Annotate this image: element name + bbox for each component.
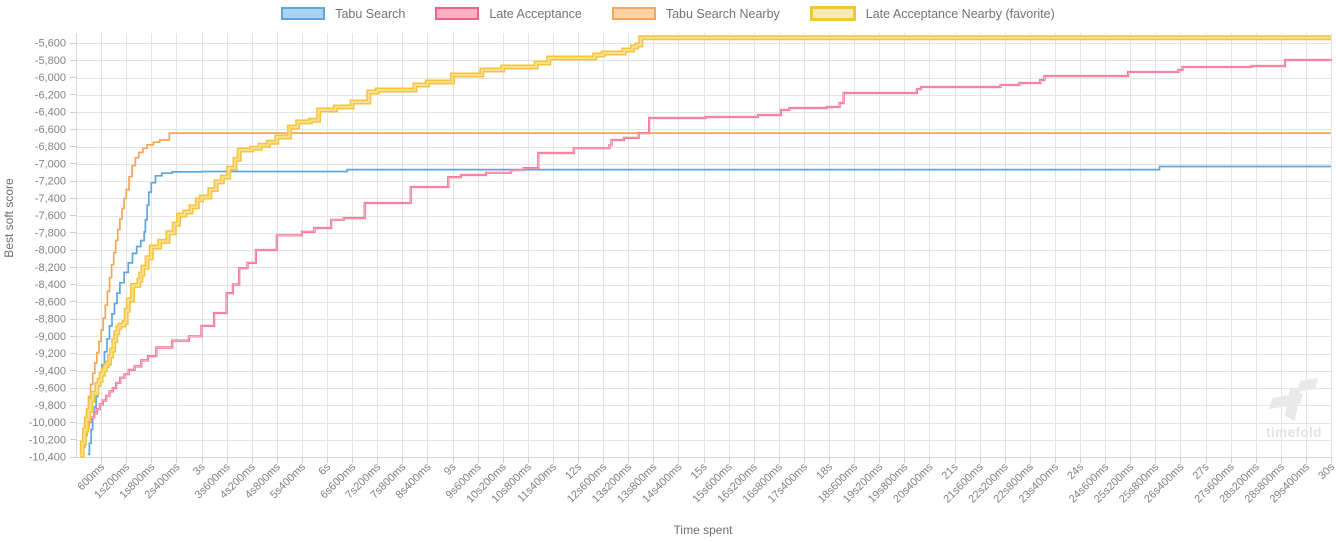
y-tick-label: -7,400 — [35, 193, 66, 205]
y-tick-label: -8,600 — [35, 296, 66, 308]
legend-item-tabu-search[interactable]: Tabu Search — [281, 7, 405, 21]
y-tick-label: -8,200 — [35, 262, 66, 274]
y-tick-label: -8,800 — [35, 314, 66, 326]
y-tick-label: -9,600 — [35, 383, 66, 395]
legend-label: Late Acceptance — [489, 6, 582, 21]
tick-marks — [70, 43, 1332, 463]
legend-swatch-tabu-search — [281, 7, 326, 20]
series-lines — [79, 35, 1333, 458]
series-line-late-acceptance — [80, 58, 1333, 455]
y-tick-label: -7,200 — [35, 176, 66, 188]
x-tick-label: 3s — [191, 461, 208, 478]
x-axis-title: Time spent — [673, 523, 733, 537]
x-tick-label: 12s — [563, 461, 584, 482]
legend-item-late-acceptance-nearby-favorite[interactable]: Late Acceptance Nearby (favorite) — [809, 6, 1055, 21]
x-tick-label: 18s — [814, 461, 835, 482]
y-tick-label: -8,400 — [35, 279, 66, 291]
x-tick-label: 27s — [1191, 461, 1212, 482]
legend-item-tabu-search-nearby[interactable]: Tabu Search Nearby — [611, 6, 780, 21]
series-line-late-acceptance-nearby-favorite — [79, 35, 1331, 458]
legend-swatch-tabu-search-nearby — [611, 7, 656, 20]
legend-swatch-late-acceptance-nearby-favorite — [809, 6, 856, 21]
y-tick-label: -9,400 — [35, 365, 66, 377]
series-line-inner-late-acceptance-nearby-favorite — [80, 36, 1331, 457]
legend-swatch-late-acceptance — [435, 7, 480, 20]
y-tick-label: -7,800 — [35, 227, 66, 239]
legend-label: Late Acceptance Nearby (favorite) — [865, 6, 1055, 21]
y-tick-label: -7,600 — [35, 210, 66, 222]
y-axis-title: Best soft score — [2, 178, 16, 258]
x-tick-label: 21s — [940, 461, 961, 482]
y-tick-label: -9,000 — [35, 331, 66, 343]
series-line-inner-late-acceptance — [80, 59, 1332, 454]
y-tick-label: -10,200 — [29, 434, 66, 446]
y-tick-label: -9,200 — [35, 348, 66, 360]
y-tick-labels: -5,600 -5,800 -6,000 -6,200 -6,400 -6,600 -6,8… — [29, 38, 66, 464]
y-tick-label: -10,400 — [29, 452, 66, 464]
x-tick-label: 15s — [689, 461, 710, 482]
y-tick-label: -6,600 — [35, 124, 66, 136]
y-tick-label: -5,800 — [35, 55, 66, 67]
gridlines — [76, 33, 1332, 458]
y-tick-label: -10,000 — [29, 417, 66, 429]
y-tick-label: -5,600 — [35, 38, 66, 50]
series-line-tabu-search — [87, 165, 1331, 456]
legend-label: Tabu Search — [335, 6, 406, 21]
y-tick-label: -7,000 — [35, 158, 66, 170]
y-tick-label: -8,000 — [35, 245, 66, 257]
y-tick-label: -9,800 — [35, 400, 66, 412]
y-tick-label: -6,400 — [35, 107, 66, 119]
x-tick-label: 24s — [1065, 461, 1086, 482]
legend-label: Tabu Search Nearby — [665, 6, 780, 21]
x-tick-label: 6s — [316, 461, 333, 478]
x-tick-label: 30s — [1316, 461, 1336, 482]
axis-lines — [76, 33, 1331, 458]
y-tick-label: -6,800 — [35, 141, 66, 153]
y-tick-label: -6,000 — [35, 72, 66, 84]
y-tick-label: -6,200 — [35, 89, 66, 101]
series-line-tabu-search-nearby — [80, 132, 1331, 457]
legend-item-late-acceptance[interactable]: Late Acceptance — [435, 6, 582, 21]
x-tick-label: 9s — [442, 461, 459, 478]
chart-legend: Tabu Search Late Acceptance Tabu Search Ne… — [0, 6, 1336, 21]
